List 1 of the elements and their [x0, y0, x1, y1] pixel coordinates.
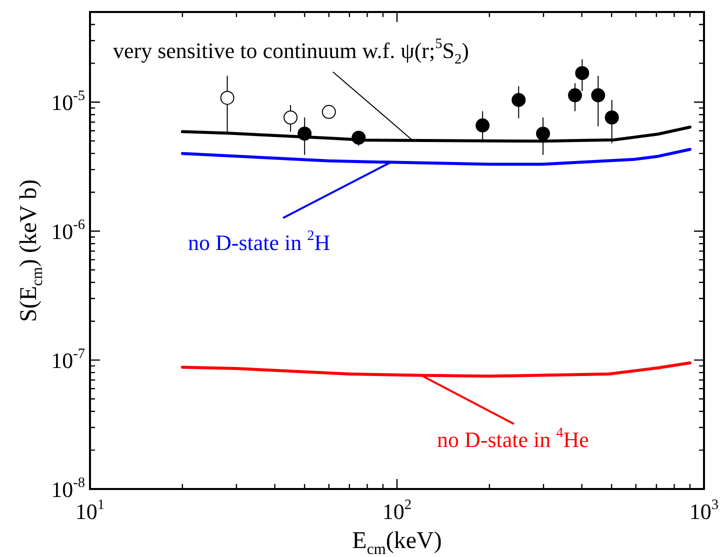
y-axis-title: S(Ecm) (keV b): [16, 179, 46, 322]
